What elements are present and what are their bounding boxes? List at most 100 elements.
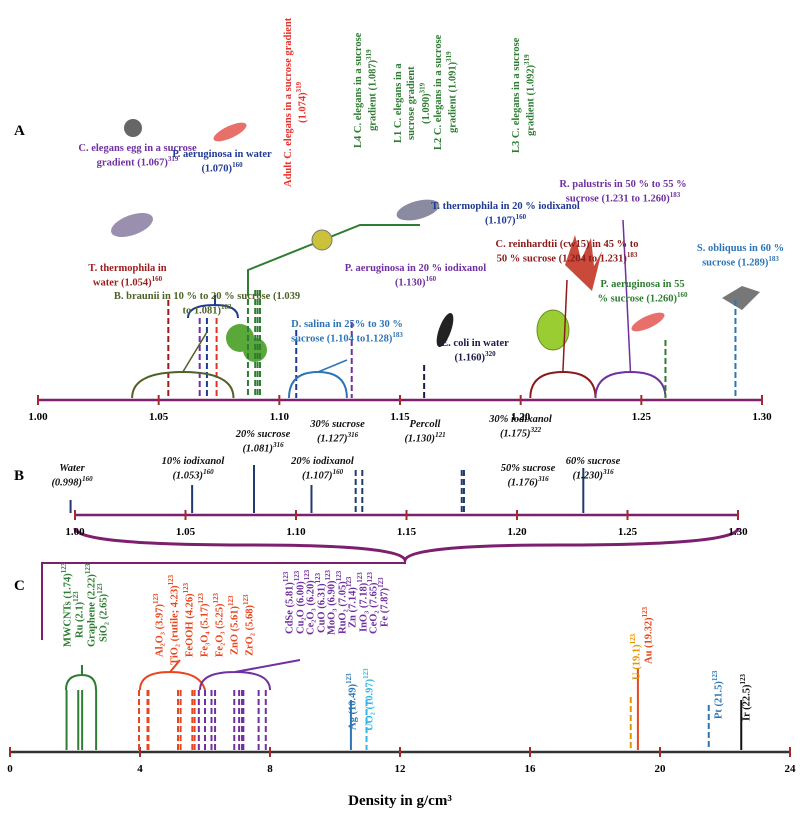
- x-tick-label: 12: [395, 763, 407, 775]
- annotation-ref: 160: [676, 291, 688, 300]
- annotation-text: Adult C. elegans in a sucrose gradient (…: [283, 17, 309, 188]
- ecoli-icon: [436, 312, 454, 348]
- annotation: S. obliquus in 60 % sucrose (1.289)183: [693, 242, 788, 270]
- x-tick-label: 1.20: [507, 526, 527, 538]
- annotation-text: Al₂O₃ (3.97): [154, 603, 166, 657]
- annotation-ref: 123: [362, 668, 370, 679]
- panel-label: B: [14, 468, 24, 484]
- annotation-text: C. reinhardtii (cw15) in 45 % to 50 % su…: [495, 239, 639, 265]
- annotation-text: Fe₃O₄ (5.17): [199, 603, 211, 658]
- annotation: Adult C. elegans in a sucrose gradient (…: [282, 15, 310, 190]
- annotation: L1 C. elegans in a sucrose gradient (1.0…: [392, 48, 433, 158]
- cell-icon: [396, 199, 440, 221]
- annotation-ref: 123: [324, 570, 332, 581]
- x-tick-label: 1.15: [397, 526, 417, 538]
- annotation-ref: 123: [212, 592, 220, 604]
- annotation-ref: 160: [515, 213, 527, 222]
- annotation: P. aeruginosa in water (1.070)160: [172, 148, 272, 176]
- x-tick-label: 8: [267, 763, 273, 775]
- x-tick-label: 0: [7, 763, 13, 775]
- annotation-text: Ag (10.49): [347, 684, 359, 731]
- annotation-text: ZrO₂ (5.68): [244, 604, 256, 656]
- x-tick-label: 1.05: [149, 411, 169, 423]
- annotation-text: D. salina in 25% to 30 % sucrose (1.104 …: [291, 319, 403, 345]
- annotation: Ag (10.49)123: [345, 662, 360, 742]
- x-tick-label: 1.30: [728, 526, 748, 538]
- annotation-ref: 123: [629, 633, 637, 644]
- annotation-text: L1 C. elegans in a sucrose gradient (1.0…: [393, 63, 432, 143]
- group-brace: [65, 665, 97, 691]
- annotation-ref: 160: [232, 161, 243, 170]
- annotation-text: 50% sucrose (1.176): [500, 463, 556, 489]
- annotation: Al₂O₃ (3.97)123: [152, 580, 167, 670]
- bacteria-icon: [631, 312, 665, 332]
- annotation: SiO₂ (2.65)123: [96, 555, 111, 670]
- annotation-ref: 123: [293, 570, 301, 582]
- annotation: UO₂ (10.97)123: [362, 652, 377, 747]
- annotation: T. thermophila in 20 % iodixanol (1.107)…: [428, 200, 583, 228]
- annotation-text: SiO₂ (2.65): [98, 593, 110, 642]
- annotation: ZnO (5.61)123: [227, 580, 242, 670]
- annotation-ref: 123: [60, 562, 68, 574]
- annotation-ref: 183: [392, 331, 403, 340]
- annotation-text: Water (0.998): [51, 463, 85, 489]
- annotation-ref: 123: [345, 673, 353, 685]
- annotation-text: T. thermophila in water (1.054): [88, 263, 167, 289]
- x-tick-label: 1.20: [511, 411, 531, 423]
- algae-icon: [536, 309, 570, 351]
- annotation-ref: 320: [485, 350, 496, 359]
- annotation-ref: 160: [203, 468, 214, 477]
- annotation: P. aeruginosa in 20 % iodixanol (1.130)1…: [333, 262, 498, 290]
- annotation: T. thermophila in water (1.054)160: [85, 262, 170, 290]
- x-axis-title: Density in g/cm³: [348, 793, 452, 809]
- annotation: 20% iodixanol (1.107)160: [280, 455, 365, 483]
- range-connector: [562, 279, 568, 373]
- annotation: L2 C. elegans in a sucrose gradient (1.0…: [432, 30, 460, 155]
- annotation-text: B. braunii in 10 % to 20 % sucrose (1.03…: [113, 291, 301, 317]
- annotation-ref: 123: [356, 572, 364, 584]
- annotation-ref: 121: [435, 431, 446, 440]
- cell-icon: [111, 212, 153, 238]
- annotation-ref: 319: [295, 81, 304, 93]
- annotation-text: FeOOH (4.26): [184, 593, 196, 658]
- annotation-ref: 123: [345, 576, 353, 588]
- annotation-ref: 123: [641, 606, 649, 617]
- annotation-ref: 123: [366, 571, 374, 582]
- annotation-ref: 160: [82, 475, 93, 484]
- annotation-text: Percoll (1.130): [404, 419, 441, 445]
- annotation-text: C. elegans egg in a sucrose gradient (1.…: [78, 143, 197, 169]
- annotation-ref: 123: [303, 569, 311, 581]
- annotation: R. palustris in 50 % to 55 % sucrose (1.…: [548, 178, 698, 206]
- x-tick-label: 16: [525, 763, 537, 775]
- x-tick-label: 1.05: [176, 526, 196, 538]
- annotation-ref: 123: [335, 570, 343, 582]
- annotation-text: 20% iodixanol (1.107): [291, 456, 354, 482]
- range-bracket: [287, 370, 348, 399]
- annotation-text: UO₂ (10.97): [364, 678, 376, 731]
- annotation-ref: 319: [167, 155, 179, 164]
- annotation-ref: 183: [221, 303, 232, 312]
- range-bracket: [131, 370, 235, 399]
- annotation-ref: 123: [227, 595, 235, 606]
- annotation-ref: 160: [425, 275, 437, 284]
- annotation: Fe₂O₃ (5.25)123: [212, 580, 227, 670]
- annotation-ref: 316: [538, 475, 549, 484]
- algae-icon: [722, 286, 760, 310]
- annotation: Fe₃O₄ (5.17)123: [197, 580, 212, 670]
- annotation-ref: 123: [314, 572, 322, 583]
- annotation: 50% sucrose (1.176)316: [488, 462, 568, 490]
- x-tick-label: 24: [785, 763, 797, 775]
- annotation: ZrO₂ (5.68)123: [242, 580, 257, 670]
- annotation-text: 30% iodixanol (1.175): [489, 414, 552, 440]
- annotation: Water (0.998)160: [42, 462, 102, 490]
- x-tick-label: 20: [655, 763, 667, 775]
- annotation-ref: 183: [626, 251, 638, 260]
- annotation-ref: 319: [445, 51, 454, 63]
- annotation-ref: 160: [151, 275, 163, 284]
- annotation: Percoll (1.130)121: [395, 418, 455, 446]
- x-tick-label: 1.25: [618, 526, 638, 538]
- annotation: 20% sucrose (1.081)316: [228, 428, 298, 456]
- annotation: L4 C. elegans in a sucrose gradient (1.0…: [352, 25, 380, 155]
